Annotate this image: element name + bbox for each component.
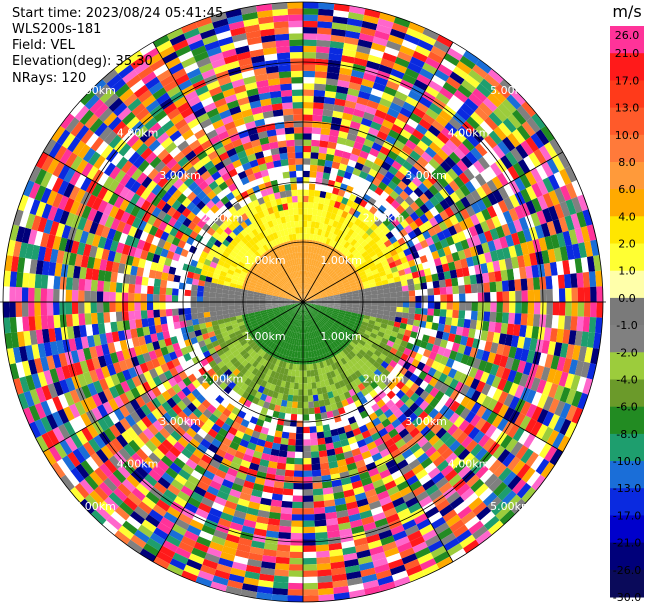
range-label: 5.00km: [74, 84, 116, 97]
azimuth-spoke: [302, 41, 454, 303]
range-label: 1.00km: [244, 254, 286, 267]
range-label: 5.00km: [74, 500, 116, 513]
range-label: 3.00km: [405, 169, 447, 182]
azimuth-spoke: [42, 151, 304, 303]
start-time-text: Start time: 2023/08/24 05:41:45: [12, 6, 224, 21]
azimuth-spoke: [302, 151, 563, 303]
range-label: 2.00km: [363, 373, 405, 386]
range-label: 1.00km: [320, 330, 362, 343]
range-label: 3.00km: [405, 415, 447, 428]
range-label: 4.00km: [448, 458, 490, 471]
range-label: 5.00km: [490, 84, 532, 97]
field-text: Field: VEL: [12, 38, 75, 53]
range-label: 5.00km: [490, 500, 532, 513]
elevation-text: Elevation(deg): 35.30: [12, 54, 153, 69]
instrument-text: WLS200s-181: [12, 22, 102, 37]
azimuth-spoke: [42, 301, 304, 453]
azimuth-spoke: [152, 41, 304, 303]
nrays-text: NRays: 120: [12, 71, 87, 86]
range-labels: 1.00km 1.00km 1.00km 1.00km 2.00km 2.00km 2.00…: [74, 84, 531, 513]
range-label: 2.00km: [202, 373, 244, 386]
range-label: 4.00km: [117, 127, 159, 140]
azimuth-spoke: [302, 301, 454, 562]
range-label: 3.00km: [159, 415, 201, 428]
range-label: 2.00km: [202, 211, 244, 224]
range-label: 4.00km: [448, 127, 490, 140]
azimuth-spoke: [302, 301, 563, 453]
azimuth-spokes: [0, 2, 606, 602]
range-label: 1.00km: [244, 330, 286, 343]
range-label: 4.00km: [117, 458, 159, 471]
velocity-gates: [3, 2, 603, 602]
azimuth-spoke: [152, 301, 304, 562]
range-label: 3.00km: [159, 169, 201, 182]
range-label: 2.00km: [363, 211, 405, 224]
range-label: 1.00km: [320, 254, 362, 267]
